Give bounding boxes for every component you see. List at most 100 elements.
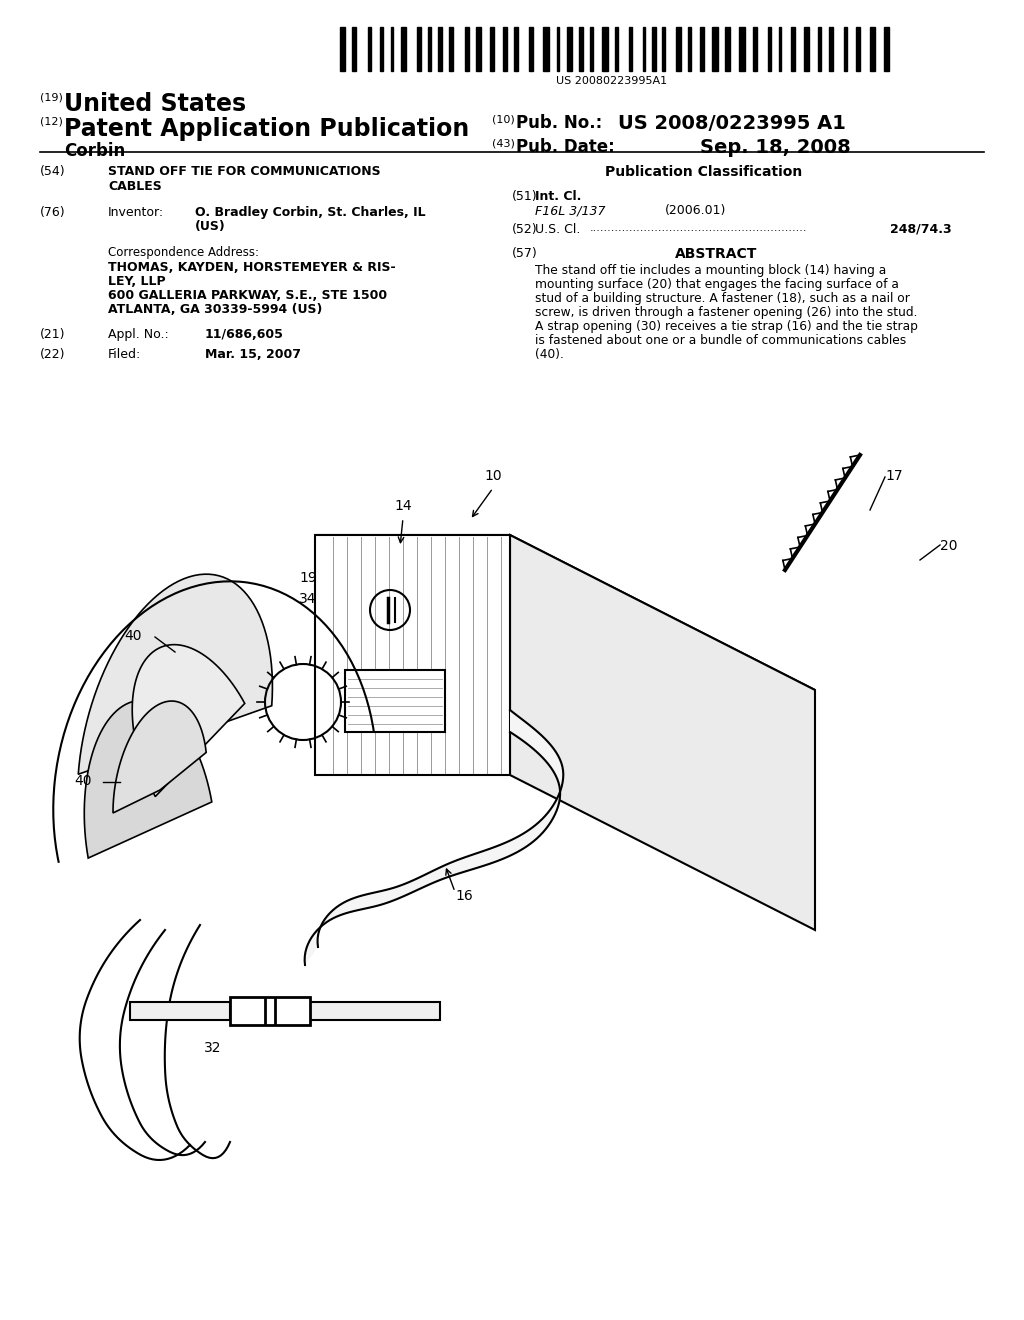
- Bar: [391, 26, 393, 71]
- Bar: [652, 26, 655, 71]
- Text: US 20080223995A1: US 20080223995A1: [556, 77, 668, 86]
- Text: Appl. No.:: Appl. No.:: [108, 327, 169, 341]
- Text: Inventor:: Inventor:: [108, 206, 164, 219]
- Text: 34: 34: [299, 591, 316, 606]
- Bar: [818, 26, 821, 71]
- Bar: [490, 26, 495, 71]
- Text: (43): (43): [492, 139, 515, 148]
- Bar: [779, 26, 781, 71]
- Text: Correspondence Address:: Correspondence Address:: [108, 246, 259, 259]
- Text: 19: 19: [299, 572, 316, 585]
- Text: Pub. No.:: Pub. No.:: [516, 114, 602, 132]
- Text: 248/74.3: 248/74.3: [890, 223, 951, 236]
- Bar: [725, 26, 730, 71]
- Text: (54): (54): [40, 165, 66, 178]
- Bar: [590, 26, 593, 71]
- Bar: [544, 26, 549, 71]
- Text: 20: 20: [940, 539, 957, 553]
- Polygon shape: [130, 1002, 230, 1020]
- Bar: [380, 26, 383, 71]
- Text: A strap opening (30) receives a tie strap (16) and the tie strap: A strap opening (30) receives a tie stra…: [535, 319, 918, 333]
- Text: Pub. Date:: Pub. Date:: [516, 139, 614, 156]
- Text: United States: United States: [63, 92, 246, 116]
- Bar: [503, 26, 507, 71]
- Text: 10: 10: [484, 469, 502, 483]
- Polygon shape: [510, 535, 815, 931]
- Text: CABLES: CABLES: [108, 180, 162, 193]
- Text: 11/686,605: 11/686,605: [205, 327, 284, 341]
- Text: (10): (10): [492, 114, 515, 124]
- Polygon shape: [84, 701, 212, 858]
- Text: U.S. Cl.: U.S. Cl.: [535, 223, 581, 236]
- Text: 600 GALLERIA PARKWAY, S.E., STE 1500: 600 GALLERIA PARKWAY, S.E., STE 1500: [108, 289, 387, 302]
- Text: LEY, LLP: LEY, LLP: [108, 275, 166, 288]
- Text: 40: 40: [124, 630, 141, 643]
- Bar: [465, 26, 469, 71]
- Bar: [450, 26, 453, 71]
- Bar: [340, 26, 345, 71]
- Bar: [615, 26, 618, 71]
- Text: (52): (52): [512, 223, 538, 236]
- Bar: [856, 26, 860, 71]
- Bar: [739, 26, 744, 71]
- Text: O. Bradley Corbin, St. Charles, IL: O. Bradley Corbin, St. Charles, IL: [195, 206, 426, 219]
- Text: (57): (57): [512, 247, 538, 260]
- Text: STAND OFF TIE FOR COMMUNICATIONS: STAND OFF TIE FOR COMMUNICATIONS: [108, 165, 381, 178]
- Bar: [475, 26, 481, 71]
- Text: 14: 14: [394, 499, 412, 513]
- Bar: [753, 26, 757, 71]
- Bar: [792, 26, 795, 71]
- Polygon shape: [305, 710, 563, 965]
- Text: F16L 3/137: F16L 3/137: [535, 205, 605, 216]
- Text: Filed:: Filed:: [108, 348, 141, 360]
- Text: (40).: (40).: [535, 348, 564, 360]
- Text: ABSTRACT: ABSTRACT: [675, 247, 758, 261]
- Text: Sep. 18, 2008: Sep. 18, 2008: [700, 139, 851, 157]
- Polygon shape: [78, 574, 272, 775]
- Bar: [663, 26, 665, 71]
- Bar: [580, 26, 583, 71]
- Text: mounting surface (20) that engages the facing surface of a: mounting surface (20) that engages the f…: [535, 279, 899, 290]
- Text: (19): (19): [40, 92, 62, 102]
- Text: THOMAS, KAYDEN, HORSTEMEYER & RIS-: THOMAS, KAYDEN, HORSTEMEYER & RIS-: [108, 261, 395, 275]
- Polygon shape: [315, 535, 510, 775]
- Polygon shape: [315, 535, 815, 690]
- Text: 17: 17: [885, 469, 902, 483]
- Text: ............................................................: ........................................…: [590, 223, 808, 234]
- Bar: [602, 26, 607, 71]
- Bar: [712, 26, 718, 71]
- Text: US 2008/0223995 A1: US 2008/0223995 A1: [618, 114, 846, 133]
- Text: The stand off tie includes a mounting block (14) having a: The stand off tie includes a mounting bl…: [535, 264, 886, 277]
- Bar: [401, 26, 406, 71]
- Text: (21): (21): [40, 327, 66, 341]
- Polygon shape: [310, 1002, 440, 1020]
- Text: (US): (US): [195, 220, 225, 234]
- Text: 32: 32: [204, 1041, 222, 1055]
- Text: stud of a building structure. A fastener (18), such as a nail or: stud of a building structure. A fastener…: [535, 292, 910, 305]
- Bar: [629, 26, 632, 71]
- Polygon shape: [345, 671, 445, 733]
- Polygon shape: [113, 701, 206, 813]
- Text: 40: 40: [75, 774, 92, 788]
- Text: Patent Application Publication: Patent Application Publication: [63, 117, 469, 141]
- Bar: [844, 26, 847, 71]
- Text: Mar. 15, 2007: Mar. 15, 2007: [205, 348, 301, 360]
- Bar: [514, 26, 518, 71]
- Bar: [828, 26, 833, 71]
- Bar: [804, 26, 809, 71]
- Bar: [870, 26, 874, 71]
- Text: (2006.01): (2006.01): [665, 205, 726, 216]
- Text: (22): (22): [40, 348, 66, 360]
- Bar: [351, 26, 356, 71]
- Bar: [688, 26, 690, 71]
- Text: ATLANTA, GA 30339-5994 (US): ATLANTA, GA 30339-5994 (US): [108, 304, 323, 315]
- Bar: [417, 26, 422, 71]
- Bar: [884, 26, 889, 71]
- Bar: [438, 26, 441, 71]
- Text: (12): (12): [40, 117, 62, 127]
- Bar: [768, 26, 771, 71]
- Polygon shape: [230, 997, 310, 1026]
- Bar: [676, 26, 681, 71]
- Text: is fastened about one or a bundle of communications cables: is fastened about one or a bundle of com…: [535, 334, 906, 347]
- Bar: [428, 26, 431, 71]
